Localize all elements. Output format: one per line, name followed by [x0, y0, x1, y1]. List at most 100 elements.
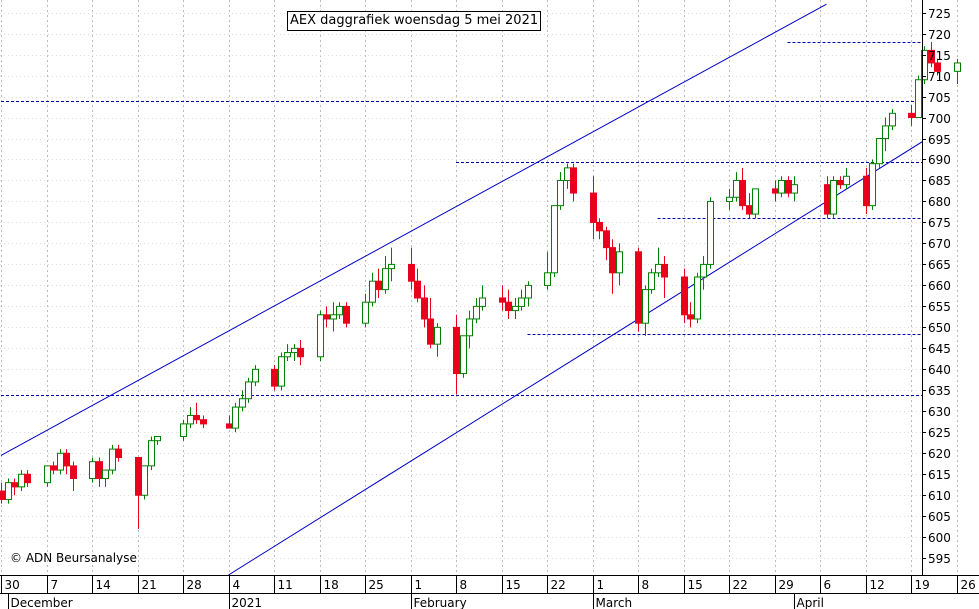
- candle: [590, 176, 597, 240]
- candle: [603, 226, 610, 261]
- candle-body: [232, 406, 239, 429]
- candle: [96, 457, 103, 487]
- x-tick-label: 19: [915, 578, 930, 592]
- candle: [564, 163, 571, 189]
- candle-body: [187, 415, 194, 425]
- candle: [473, 297, 480, 324]
- candle: [785, 176, 792, 198]
- candle: [154, 435, 161, 445]
- candle-body: [323, 314, 330, 320]
- x-month-label: March: [596, 596, 633, 609]
- candle-body: [278, 356, 285, 387]
- candle: [57, 449, 64, 475]
- candle: [187, 407, 194, 429]
- candle-body: [148, 440, 155, 467]
- candle: [18, 470, 25, 492]
- candle: [525, 281, 532, 307]
- candle-body: [193, 415, 200, 421]
- candle: [466, 310, 473, 349]
- y-tick-label: 655: [928, 300, 951, 314]
- candle: [908, 104, 915, 126]
- candle: [915, 75, 922, 119]
- candle: [772, 180, 779, 202]
- candle-body: [707, 200, 714, 265]
- candle-body: [135, 456, 142, 496]
- y-tick-label: 695: [928, 133, 951, 147]
- trend-channel: [0, 3, 922, 575]
- y-tick-label: 720: [928, 28, 951, 42]
- x-month-label: February: [414, 596, 467, 609]
- candle-body: [297, 347, 304, 358]
- candle-body: [115, 448, 122, 458]
- x-tick-label: 18: [324, 578, 339, 592]
- candle: [694, 272, 701, 324]
- candle: [661, 256, 668, 298]
- candle: [102, 469, 109, 487]
- candle: [271, 365, 278, 391]
- candle: [700, 256, 707, 290]
- candle-body: [96, 461, 103, 479]
- candle: [11, 478, 18, 496]
- candle-body: [70, 465, 77, 479]
- candle-body: [694, 276, 701, 320]
- candle-body: [655, 263, 662, 274]
- candle: [362, 293, 369, 328]
- candle: [726, 188, 733, 210]
- x-tick-label: 30: [5, 578, 20, 592]
- candle-body: [499, 297, 506, 303]
- candle-body: [687, 314, 694, 320]
- y-tick-label: 620: [928, 447, 951, 461]
- candle: [375, 268, 382, 298]
- candle-body: [330, 314, 337, 320]
- candle-body: [343, 305, 350, 324]
- candle-body: [57, 452, 64, 471]
- candle: [226, 415, 233, 429]
- y-tick-label: 715: [928, 49, 951, 63]
- y-tick-label: 675: [928, 216, 951, 230]
- candle-body: [427, 318, 434, 345]
- candle: [830, 176, 837, 219]
- candle-body: [63, 452, 70, 467]
- candle-body: [648, 272, 655, 291]
- candle-body: [778, 179, 785, 194]
- candle-body: [109, 448, 116, 471]
- candle: [921, 46, 928, 84]
- candle: [343, 302, 350, 328]
- candle-body: [882, 125, 889, 140]
- candle-body: [908, 112, 915, 119]
- candle: [596, 218, 603, 240]
- candle-body: [733, 179, 740, 198]
- candle-body: [785, 179, 792, 194]
- candle: [278, 352, 285, 391]
- candle: [544, 251, 551, 290]
- candle: [609, 239, 616, 294]
- candle: [297, 339, 304, 366]
- candle-body: [252, 368, 259, 383]
- candle-body: [460, 335, 467, 375]
- candle: [557, 172, 564, 210]
- y-tick-label: 685: [928, 174, 951, 188]
- candle: [427, 297, 434, 349]
- candle-body: [863, 175, 870, 207]
- candle-body: [830, 179, 837, 215]
- candle: [512, 297, 519, 319]
- x-tick-label: 6: [824, 578, 832, 592]
- x-tick-label: 22: [733, 578, 748, 592]
- candle: [44, 465, 51, 487]
- x-month-label: 2021: [232, 596, 263, 609]
- x-tick-label: 26: [961, 578, 976, 592]
- candle-body: [239, 398, 246, 408]
- candle: [252, 365, 259, 387]
- candle: [414, 268, 421, 303]
- x-tick-label: 4: [233, 578, 241, 592]
- candle: [824, 176, 831, 219]
- candle: [109, 444, 116, 475]
- candle: [642, 285, 649, 336]
- candle: [193, 402, 200, 424]
- y-tick-label: 615: [928, 468, 951, 482]
- candle-body: [557, 179, 564, 207]
- x-tick-label: 29: [779, 578, 794, 592]
- candle-body: [512, 305, 519, 312]
- candle: [518, 289, 525, 311]
